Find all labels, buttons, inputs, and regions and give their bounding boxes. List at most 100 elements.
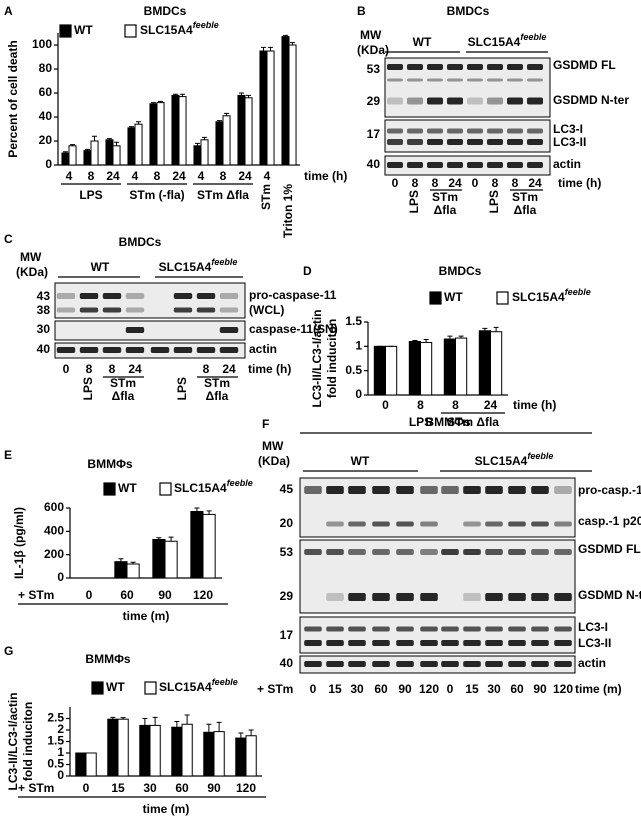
lane-label: 15 <box>465 682 479 696</box>
mw-marker: 40 <box>37 342 51 356</box>
x-prefix: + STm <box>18 781 54 795</box>
blot-band <box>463 626 481 632</box>
blot-band <box>348 661 366 667</box>
y-tick-label: 2 <box>57 722 64 736</box>
blot-band <box>79 347 99 353</box>
lane-label: 120 <box>553 682 573 696</box>
blot-band <box>467 78 483 82</box>
blot-band <box>56 293 76 299</box>
blot-band <box>441 549 459 555</box>
blot-band <box>420 593 438 601</box>
band-label: LC3-II <box>578 636 611 650</box>
bar <box>237 94 246 166</box>
blot-band <box>219 293 239 299</box>
blot-band <box>326 593 344 601</box>
band-label: casp.-1 p20 <box>578 514 641 528</box>
blot-band <box>407 78 423 82</box>
blot-band <box>348 593 366 601</box>
x-tick-label: 8 <box>220 169 227 183</box>
lane-label: 30 <box>487 682 501 696</box>
blot-band <box>463 593 481 601</box>
group-label: Triton 1% <box>281 184 295 238</box>
bar <box>105 139 114 166</box>
bar <box>213 731 225 777</box>
y-tick-label: 80 <box>39 61 53 75</box>
blot-band <box>326 626 344 632</box>
panel-letter: F <box>262 417 269 431</box>
x-tick-label: 24 <box>484 398 498 412</box>
time-label: time (m) <box>575 682 622 696</box>
x-tick-label: 4 <box>264 169 271 183</box>
x-tick-label: 0 <box>86 588 93 602</box>
treatment-label: Δfla <box>434 203 457 217</box>
bar <box>90 140 99 166</box>
blot-band <box>396 593 414 601</box>
y-tick-label: 600 <box>44 500 64 514</box>
bar <box>68 145 77 166</box>
blot-band <box>531 593 549 601</box>
legend-swatch <box>59 24 72 38</box>
error-bar <box>106 138 112 140</box>
bar <box>107 718 119 777</box>
blot-band <box>304 549 322 555</box>
error-bar <box>184 714 190 725</box>
blot-band <box>304 661 322 667</box>
legend-label: WT <box>444 290 463 304</box>
bar <box>385 345 398 396</box>
treatment-label: Δfla <box>206 389 229 403</box>
band-label: LC3-I <box>553 122 583 136</box>
error-bar <box>447 335 453 340</box>
mw-marker: 43 <box>37 289 51 303</box>
blot-band <box>467 162 483 168</box>
blot-band <box>507 97 523 105</box>
blot-band <box>467 139 483 145</box>
error-bar <box>110 716 116 720</box>
x-tick-label: 8 <box>88 169 95 183</box>
bar <box>266 50 275 166</box>
blot-band <box>196 293 216 299</box>
legend-swatch <box>103 482 116 496</box>
mw-marker: 53 <box>280 545 294 559</box>
blot-band <box>348 626 366 632</box>
bar <box>149 103 158 166</box>
bar <box>164 540 178 579</box>
lane-label: 8 <box>109 362 116 376</box>
bar <box>443 338 456 396</box>
time-label: time (h) <box>248 362 291 376</box>
x-tick-label: 120 <box>193 588 213 602</box>
bar <box>112 145 121 166</box>
mw-marker: 38 <box>37 303 51 317</box>
x-tick-label: 24 <box>172 169 186 183</box>
error-bar <box>92 135 98 141</box>
error-bar <box>62 151 68 153</box>
error-bar <box>206 510 212 515</box>
blot-band <box>485 521 503 527</box>
blot-band <box>463 661 481 667</box>
error-bar <box>130 561 136 564</box>
blot-band <box>372 626 390 632</box>
blot-band <box>527 139 543 145</box>
blot-strip <box>54 320 246 341</box>
error-bar <box>224 112 230 116</box>
blot-band <box>441 661 459 667</box>
blot-strip <box>54 282 246 319</box>
blot-band <box>527 64 543 70</box>
panel-letter: A <box>4 4 13 18</box>
blot-band <box>173 347 193 353</box>
blot-title: BMMΦs <box>425 415 471 429</box>
band-label: caspase-11(SN) <box>249 322 338 336</box>
time-label: time (h) <box>558 176 601 190</box>
y-tick-label: 100 <box>32 37 52 51</box>
blot-band <box>326 521 344 527</box>
blot-band <box>420 486 438 494</box>
blot-band <box>507 162 523 168</box>
blot-band <box>441 640 459 646</box>
panel-letter: D <box>303 264 312 278</box>
blot-band <box>326 486 344 494</box>
error-bar <box>282 34 288 37</box>
bar <box>408 340 421 396</box>
y-tick-label: 40 <box>39 109 53 123</box>
group-label: SLC15A4feeble <box>468 32 547 49</box>
y-tick-label: 1.5 <box>47 734 64 748</box>
y-tick-label: 2.5 <box>47 711 64 725</box>
